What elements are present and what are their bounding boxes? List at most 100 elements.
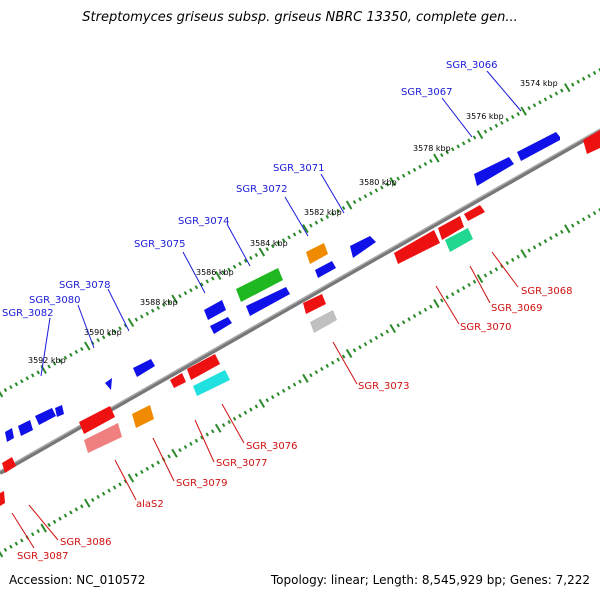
gene-alas2[interactable] bbox=[84, 423, 122, 453]
gene-label-sgr-3068[interactable]: SGR_3068 bbox=[521, 286, 573, 297]
gene-label-sgr-3070[interactable]: SGR_3070 bbox=[460, 322, 512, 333]
scale-tick bbox=[47, 364, 51, 369]
gene-sgr-3087[interactable] bbox=[0, 491, 5, 506]
gene-label-alas2[interactable]: alaS2 bbox=[136, 499, 164, 510]
scale-tick bbox=[592, 211, 597, 216]
gene-sgr-3078[interactable] bbox=[133, 359, 155, 377]
gene-label-sgr-3066[interactable]: SGR_3066 bbox=[446, 60, 498, 71]
tick-row-upper bbox=[0, 67, 600, 398]
scale-tick bbox=[385, 182, 390, 187]
scale-tick bbox=[374, 188, 379, 193]
tick-row-lower bbox=[0, 207, 600, 558]
scale-tick bbox=[429, 159, 433, 164]
scale-tick bbox=[543, 239, 548, 244]
scale-tick bbox=[576, 79, 580, 84]
gene-sgr-3074-green[interactable] bbox=[236, 268, 283, 302]
scale-tick bbox=[389, 177, 396, 187]
gene-sgr-3082-a[interactable] bbox=[35, 408, 56, 425]
scale-tick bbox=[516, 112, 520, 117]
scale-tick bbox=[543, 97, 548, 102]
gene-sgr-3076[interactable] bbox=[187, 354, 220, 380]
gene-sgr-3077-b[interactable] bbox=[170, 373, 186, 388]
scale-tick bbox=[520, 249, 527, 259]
kbp-label: 3584 kbp bbox=[250, 239, 288, 248]
gene-sgr-3079[interactable] bbox=[132, 405, 154, 428]
gene-sgr-3068[interactable] bbox=[583, 130, 600, 154]
gene-sgr-3070-b[interactable] bbox=[438, 216, 464, 240]
scale-tick bbox=[58, 516, 62, 521]
gene-sgr-3074[interactable] bbox=[246, 287, 290, 316]
scale-tick bbox=[298, 229, 302, 234]
scale-tick bbox=[467, 138, 471, 143]
scale-tick bbox=[341, 354, 346, 359]
gene-label-sgr-3078[interactable]: SGR_3078 bbox=[59, 280, 111, 291]
scale-tick bbox=[84, 498, 91, 508]
gene-sgr-3082-d[interactable] bbox=[5, 428, 14, 442]
scale-tick bbox=[345, 200, 353, 210]
scale-tick bbox=[258, 398, 266, 408]
scale-tick bbox=[352, 200, 357, 205]
scale-tick bbox=[30, 373, 35, 378]
gene-label-sgr-3069[interactable]: SGR_3069 bbox=[491, 303, 543, 314]
kbp-label: 3576 kbp bbox=[466, 112, 504, 121]
gene-label-sgr-3086[interactable]: SGR_3086 bbox=[60, 537, 112, 548]
scale-tick bbox=[505, 117, 510, 122]
gene-sgr-3075-a[interactable] bbox=[204, 300, 226, 320]
gene-label-sgr-3087[interactable]: SGR_3087 bbox=[17, 551, 69, 562]
gene-sgr-3070-a[interactable] bbox=[394, 230, 440, 264]
forward-genes bbox=[5, 132, 560, 442]
scale-tick bbox=[325, 363, 330, 368]
gene-sgr-3082-c[interactable] bbox=[55, 405, 64, 417]
scale-tick bbox=[36, 529, 40, 534]
gene-sgr-3069[interactable] bbox=[445, 228, 473, 252]
scale-tick bbox=[564, 224, 571, 234]
scale-tick bbox=[374, 335, 379, 340]
gene-sgr-3071[interactable] bbox=[350, 236, 376, 258]
gene-label-sgr-3077[interactable]: SGR_3077 bbox=[216, 458, 268, 469]
scale-tick bbox=[598, 67, 600, 72]
gene-label-sgr-3074[interactable]: SGR_3074 bbox=[178, 216, 230, 227]
gene-sgr-3080[interactable] bbox=[105, 378, 112, 390]
gene-sgr-3077[interactable] bbox=[193, 370, 230, 396]
gene-label-sgr-3072[interactable]: SGR_3072 bbox=[236, 184, 288, 195]
gene-sgr-3072-orange[interactable] bbox=[306, 243, 328, 264]
scale-tick bbox=[445, 150, 450, 155]
gene-sgr-3073-red[interactable] bbox=[303, 294, 326, 314]
scale-tick bbox=[527, 248, 531, 253]
gene-label-sgr-3075[interactable]: SGR_3075 bbox=[134, 239, 186, 250]
gene-label-sgr-3082[interactable]: SGR_3082 bbox=[2, 308, 54, 319]
scale-tick bbox=[265, 398, 270, 403]
gene-sgr-3066[interactable] bbox=[517, 132, 560, 161]
scale-tick bbox=[440, 298, 444, 303]
gene-label-sgr-3073[interactable]: SGR_3073 bbox=[358, 381, 410, 392]
scale-tick bbox=[554, 91, 559, 96]
scale-tick bbox=[445, 295, 450, 300]
scale-tick bbox=[254, 404, 259, 409]
scale-tick bbox=[292, 232, 297, 237]
scale-tick bbox=[336, 208, 340, 213]
scale-tick bbox=[140, 314, 144, 319]
scale-tick bbox=[554, 232, 559, 237]
gene-sgr-3075-b[interactable] bbox=[210, 317, 232, 334]
reverse-genes bbox=[0, 130, 600, 506]
scale-tick bbox=[270, 244, 275, 249]
scale-tick bbox=[401, 320, 406, 325]
gene-label-sgr-3079[interactable]: SGR_3079 bbox=[176, 478, 228, 489]
gene-sgr-3086[interactable] bbox=[2, 457, 16, 473]
gene-sgr-3072[interactable] bbox=[315, 261, 336, 278]
gene-label-sgr-3071[interactable]: SGR_3071 bbox=[273, 163, 325, 174]
scale-tick bbox=[401, 173, 406, 178]
gene-label-sgr-3080[interactable]: SGR_3080 bbox=[29, 295, 81, 306]
scale-tick bbox=[412, 167, 417, 172]
gene-label-sgr-3076[interactable]: SGR_3076 bbox=[246, 441, 298, 452]
gene-sgr-3079-a[interactable] bbox=[79, 406, 115, 434]
scale-tick bbox=[80, 346, 84, 351]
scale-tick bbox=[52, 361, 57, 366]
scale-tick bbox=[302, 373, 309, 383]
scale-tick bbox=[238, 413, 242, 418]
gene-sgr-3067[interactable] bbox=[474, 157, 514, 186]
gene-sgr-3073[interactable] bbox=[310, 310, 337, 333]
gene-sgr-3069-red[interactable] bbox=[464, 205, 485, 221]
gene-label-sgr-3067[interactable]: SGR_3067 bbox=[401, 87, 453, 98]
gene-sgr-3082-b[interactable] bbox=[18, 420, 33, 436]
